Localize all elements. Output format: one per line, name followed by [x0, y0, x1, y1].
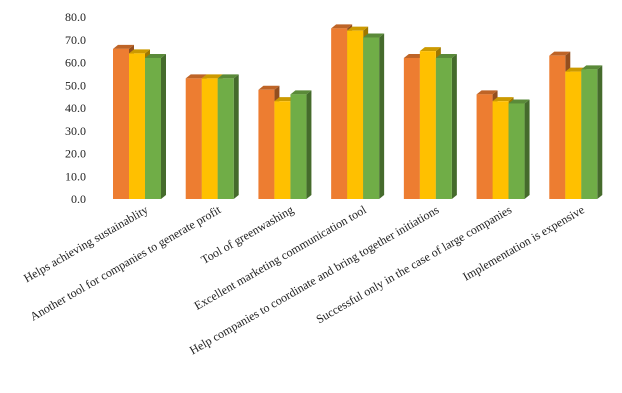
bar-top — [185, 74, 207, 79]
bar-top — [274, 97, 296, 102]
bar-top — [113, 44, 134, 49]
x-tick-label: Helps achieving sustainablity — [21, 202, 150, 285]
y-tick-label: 60.0 — [65, 56, 86, 70]
y-tick-label: 20.0 — [65, 147, 86, 161]
y-tick-label: 30.0 — [65, 124, 86, 138]
bar — [185, 78, 202, 199]
x-tick-label: Implementation is expensive — [460, 202, 586, 283]
bar-top — [435, 53, 457, 58]
bar — [435, 57, 452, 200]
bar-top — [331, 24, 353, 29]
y-tick-label: 70.0 — [65, 33, 86, 47]
bar — [113, 48, 129, 199]
bar-top — [258, 85, 280, 90]
x-tick-label: Help companies to coordinate and bring t… — [187, 202, 442, 357]
bar-top — [565, 67, 587, 72]
bar-side — [597, 65, 603, 199]
bar-side — [524, 99, 530, 199]
bar-top — [492, 97, 514, 102]
bar — [476, 94, 493, 199]
bar-top — [290, 90, 312, 95]
bar-side — [379, 33, 385, 199]
bar-top — [145, 53, 166, 58]
y-tick-label: 0.0 — [71, 192, 86, 206]
bar-top — [476, 90, 498, 95]
y-tick-label: 40.0 — [65, 101, 86, 115]
bar-top — [363, 33, 385, 38]
bar-top — [581, 65, 603, 70]
bar — [492, 101, 509, 199]
bar — [201, 78, 218, 199]
bar — [217, 78, 234, 199]
bar-side — [233, 74, 239, 199]
bar-top — [549, 51, 571, 56]
bar-side — [451, 53, 457, 200]
bar — [274, 101, 291, 199]
bar — [331, 28, 348, 199]
bar-top — [347, 26, 369, 31]
bar-side — [306, 90, 312, 199]
bar — [290, 94, 307, 199]
bar-side — [161, 53, 166, 200]
bar-top — [217, 74, 239, 79]
bar-top — [403, 53, 425, 58]
bar-top — [508, 99, 530, 104]
bar — [403, 57, 420, 200]
bar — [508, 103, 525, 199]
bar — [565, 71, 582, 199]
y-tick-label: 10.0 — [65, 169, 86, 183]
bar-top — [419, 47, 441, 52]
bar — [549, 55, 566, 199]
bar-top — [201, 74, 223, 79]
bar — [419, 51, 436, 199]
bar — [581, 69, 598, 199]
bar — [129, 53, 145, 200]
bar — [347, 30, 364, 200]
bar-top — [129, 49, 150, 54]
bar — [258, 89, 275, 199]
bar — [363, 37, 380, 199]
y-tick-label: 80.0 — [65, 10, 86, 24]
y-tick-label: 50.0 — [65, 78, 86, 92]
bar — [145, 57, 161, 200]
